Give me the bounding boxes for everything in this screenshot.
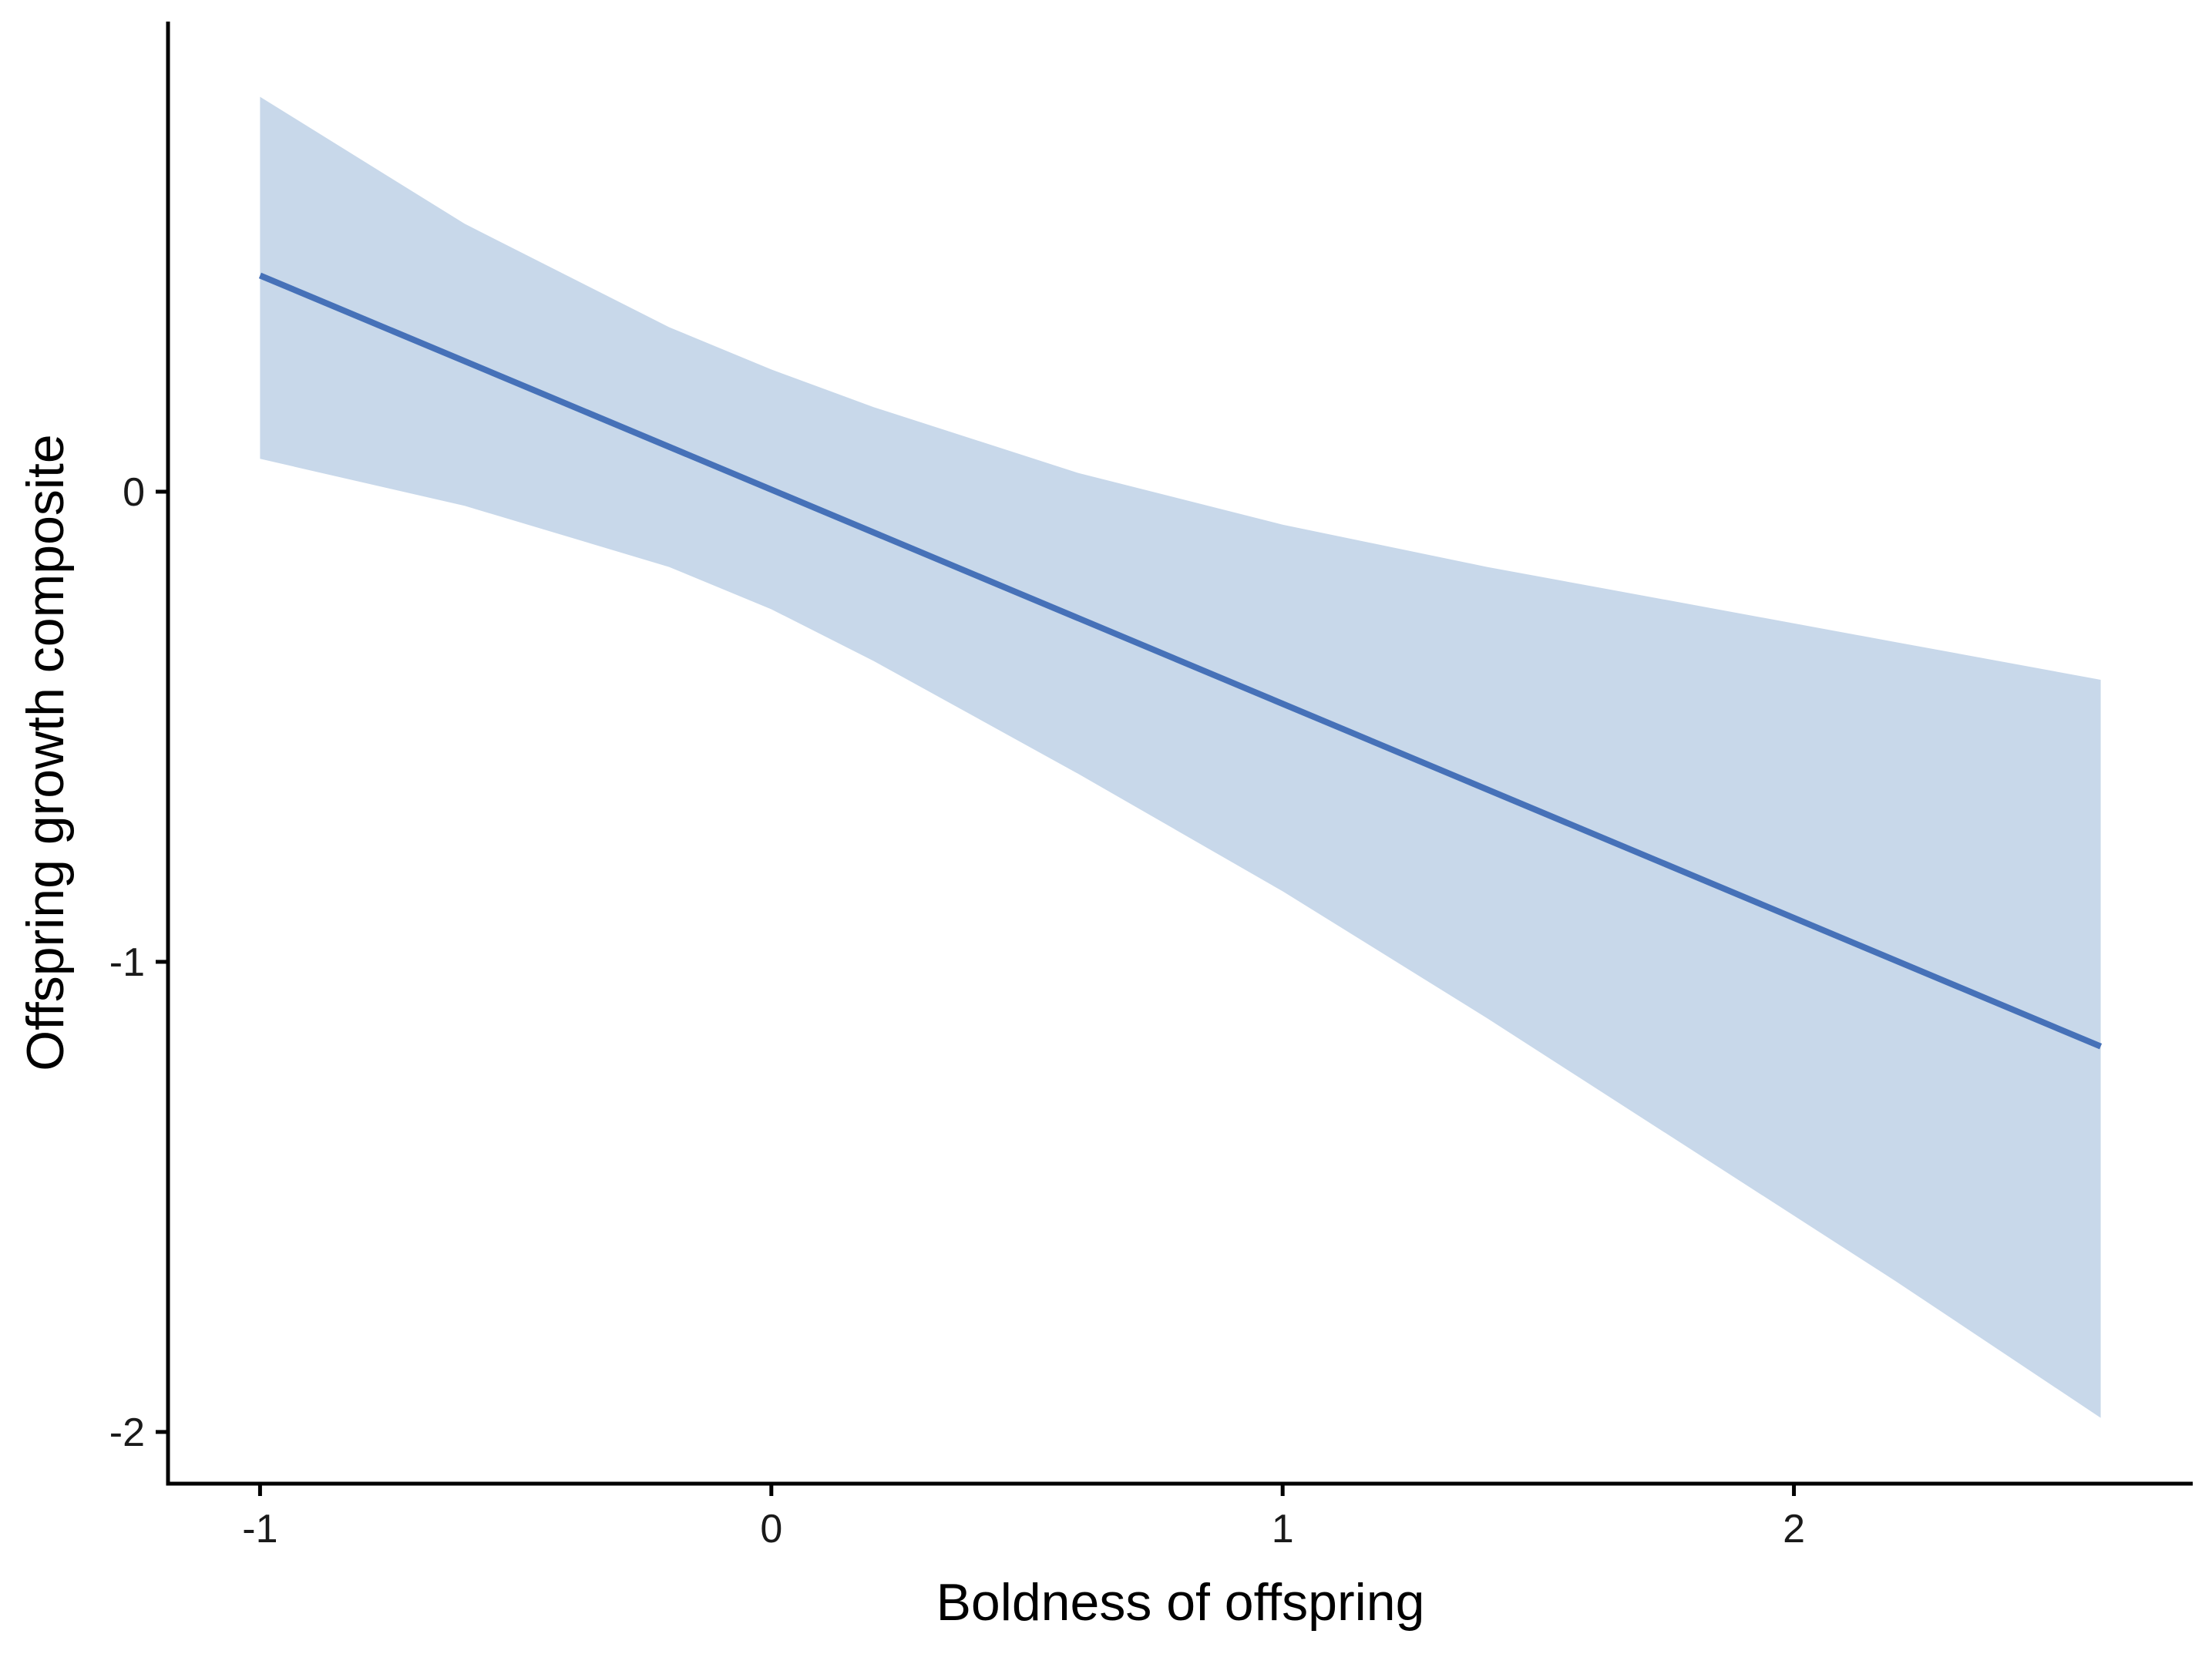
y-tick-label: -1 xyxy=(109,940,145,985)
x-axis-title: Boldness of offspring xyxy=(936,1573,1425,1632)
confidence-band xyxy=(260,96,2101,1418)
x-axis-ticks: -1 0 1 2 xyxy=(242,1484,1805,1551)
confidence-band-layer xyxy=(260,96,2101,1418)
series-line-layer xyxy=(258,272,2103,1050)
y-tick-label: -2 xyxy=(109,1410,145,1455)
y-axis-ticks: -2 -1 0 xyxy=(109,470,168,1455)
x-tick-label: -1 xyxy=(242,1507,277,1551)
y-axis-title: Offspring growth composite xyxy=(16,434,75,1071)
series-line-0 xyxy=(258,272,2103,1050)
x-tick-label: 0 xyxy=(760,1507,782,1551)
x-tick-label: 1 xyxy=(1272,1507,1294,1551)
x-tick-label: 2 xyxy=(1783,1507,1805,1551)
y-tick-label: 0 xyxy=(123,470,145,515)
